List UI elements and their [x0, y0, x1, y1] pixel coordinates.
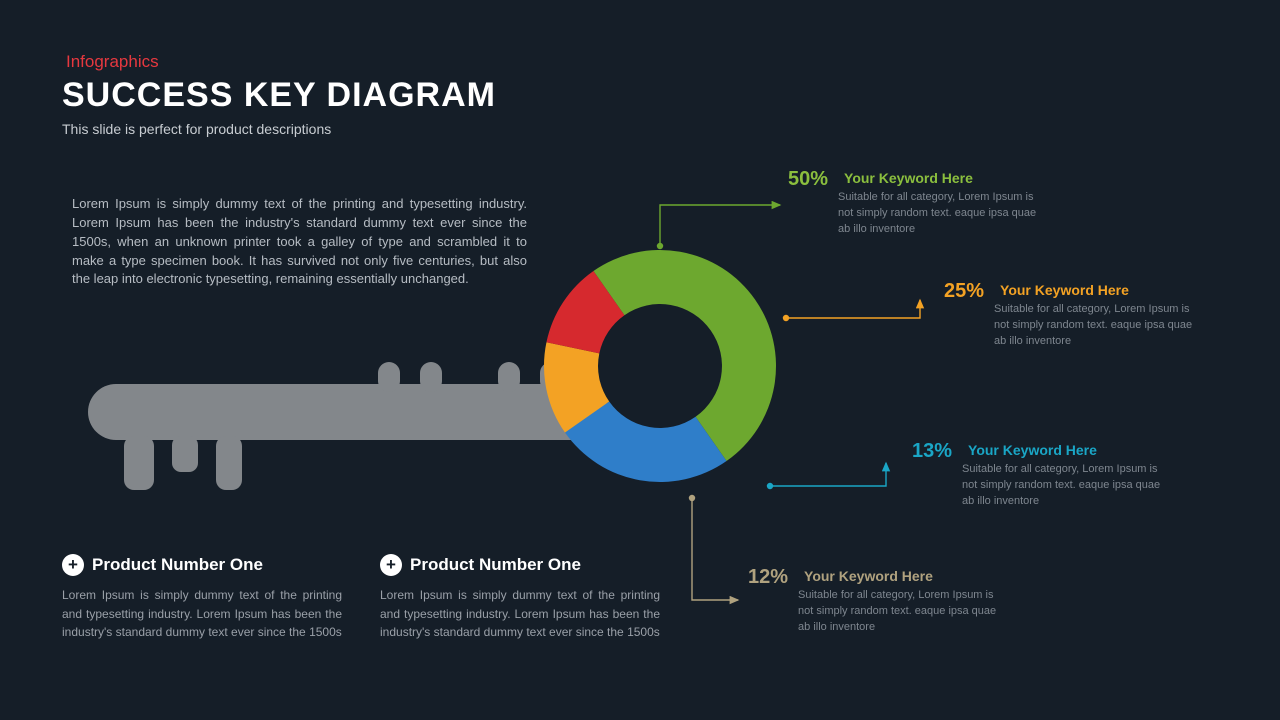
callout-keyword: Your Keyword Here	[968, 442, 1097, 458]
intro-paragraph: Lorem Ipsum is simply dummy text of the …	[72, 195, 527, 289]
products-row: + Product Number One Lorem Ipsum is simp…	[62, 554, 660, 642]
callout-pct: 13%	[912, 440, 952, 463]
callout-pct: 25%	[944, 280, 984, 303]
callout-keyword: Your Keyword Here	[844, 170, 973, 186]
callout-pct: 12%	[748, 566, 788, 589]
callout-desc: Suitable for all category, Lorem Ipsum i…	[962, 462, 1172, 510]
key-diagram	[88, 332, 828, 582]
page-subtitle: This slide is perfect for product descri…	[62, 121, 1218, 137]
callout-25: 25% Your Keyword Here Suitable for all c…	[944, 280, 1224, 350]
callout-pct: 50%	[788, 168, 828, 191]
callout-desc: Suitable for all category, Lorem Ipsum i…	[838, 190, 1048, 238]
page-title: SUCCESS KEY DIAGRAM	[62, 76, 1218, 115]
product-desc: Lorem Ipsum is simply dummy text of the …	[62, 586, 342, 642]
slide: Infographics SUCCESS KEY DIAGRAM This sl…	[0, 0, 1280, 720]
product-card: + Product Number One Lorem Ipsum is simp…	[62, 554, 342, 642]
callout-13: 13% Your Keyword Here Suitable for all c…	[912, 440, 1192, 510]
callout-keyword: Your Keyword Here	[804, 568, 933, 584]
product-title: Product Number One	[410, 555, 581, 575]
callout-12: 12% Your Keyword Here Suitable for all c…	[748, 566, 1028, 636]
callout-desc: Suitable for all category, Lorem Ipsum i…	[994, 302, 1204, 350]
callout-50: 50% Your Keyword Here Suitable for all c…	[788, 168, 1068, 238]
product-desc: Lorem Ipsum is simply dummy text of the …	[380, 586, 660, 642]
plus-icon: +	[62, 554, 84, 576]
product-card: + Product Number One Lorem Ipsum is simp…	[380, 554, 660, 642]
donut-chart	[540, 246, 780, 486]
plus-icon: +	[380, 554, 402, 576]
product-title: Product Number One	[92, 555, 263, 575]
callout-keyword: Your Keyword Here	[1000, 282, 1129, 298]
callout-desc: Suitable for all category, Lorem Ipsum i…	[798, 588, 1008, 636]
overline: Infographics	[66, 52, 1218, 72]
